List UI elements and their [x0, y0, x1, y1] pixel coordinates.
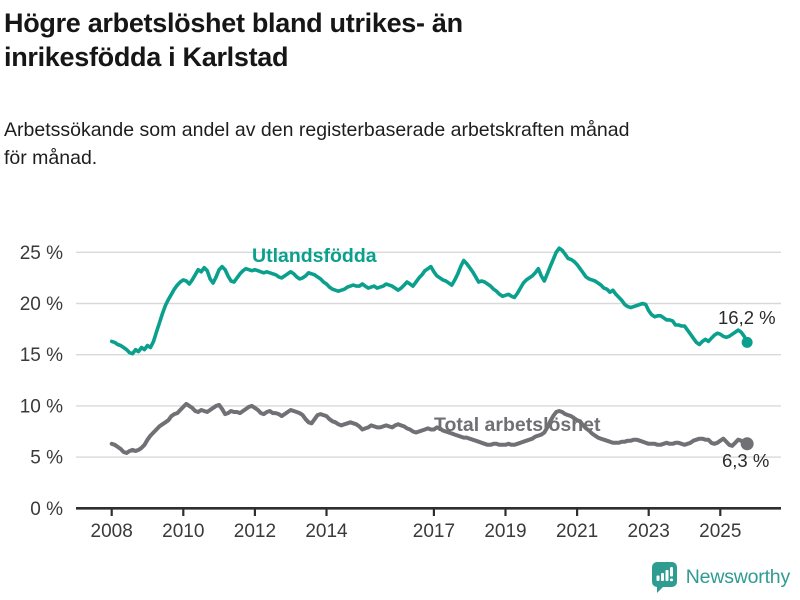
x-axis-tick-label: 2008	[91, 521, 133, 542]
x-axis-tick-label: 2021	[556, 521, 598, 542]
x-axis-tick-label: 2012	[234, 521, 276, 542]
series-label-utlandsfodda: Utlandsfödda	[252, 245, 377, 267]
x-axis-tick-label: 2014	[305, 521, 348, 542]
y-axis-tick-label: 5 %	[30, 448, 63, 469]
series-label-total-arbetsloshet: Total arbetslöshet	[434, 414, 601, 436]
x-axis-tick-label: 2023	[628, 521, 670, 542]
end-value-label-utlandsfodda: 16,2 %	[718, 307, 776, 328]
y-axis-tick-label: 20 %	[20, 294, 63, 315]
series-line-1	[109, 401, 750, 455]
page-subtitle: Arbetssökande som andel av den registerb…	[4, 119, 630, 169]
x-axis-tick-label: 2017	[413, 521, 455, 542]
y-axis-tick-label: 15 %	[20, 345, 63, 366]
series-end-dot-1	[740, 437, 754, 451]
brand-footer: Newsworthy	[651, 560, 790, 594]
x-axis-tick-label: 2010	[162, 521, 204, 542]
series-end-dot-0	[741, 336, 753, 348]
page-title: Högre arbetslöshet bland utrikes- än inr…	[4, 8, 463, 72]
y-axis-tick-label: 10 %	[20, 396, 63, 417]
y-axis-tick-label: 25 %	[20, 243, 63, 264]
newsworthy-logo-icon	[651, 561, 677, 593]
y-axis-tick-label: 0 %	[30, 499, 63, 520]
end-value-label-total: 6,3 %	[722, 450, 770, 471]
x-axis-tick-label: 2025	[699, 521, 741, 542]
brand-name: Newsworthy	[685, 565, 790, 588]
x-axis-tick-label: 2019	[484, 521, 526, 542]
series-line-0	[109, 246, 749, 356]
